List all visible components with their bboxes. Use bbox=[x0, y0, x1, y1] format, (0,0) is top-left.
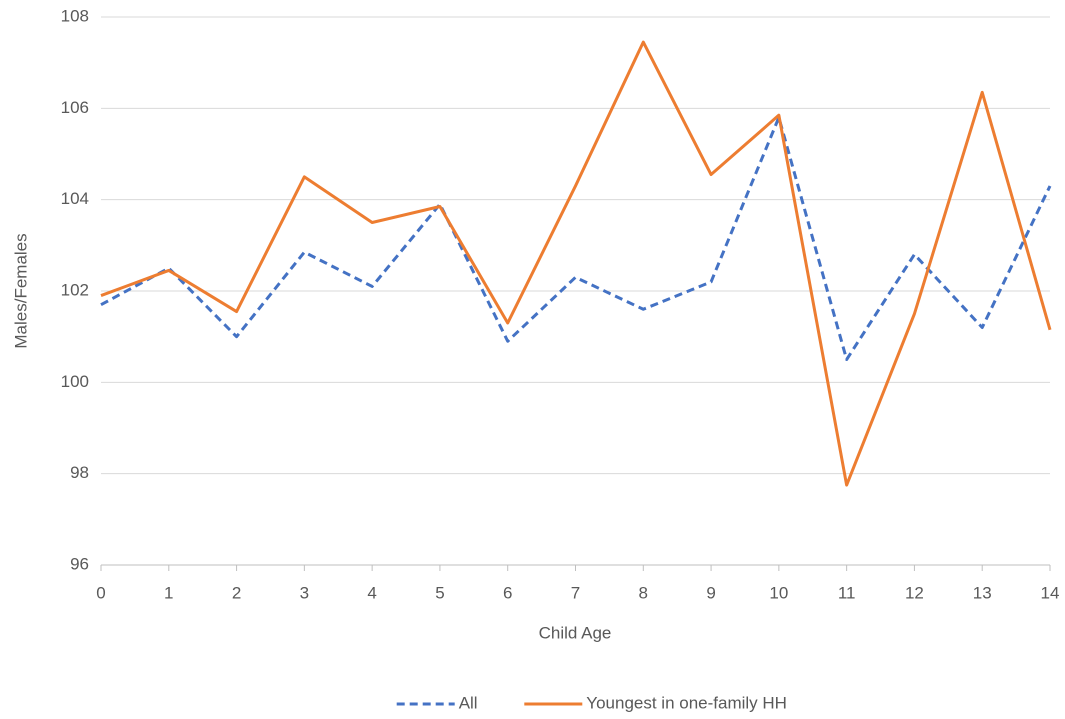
x-tick-label: 6 bbox=[503, 583, 512, 602]
x-tick-label: 9 bbox=[706, 583, 715, 602]
x-tick-label: 12 bbox=[905, 583, 924, 602]
x-tick-label: 2 bbox=[232, 583, 241, 602]
x-axis-label: Child Age bbox=[539, 623, 612, 642]
x-tick-label: 10 bbox=[769, 583, 788, 602]
x-tick-label: 4 bbox=[367, 583, 376, 602]
x-tick-label: 0 bbox=[96, 583, 105, 602]
x-tick-label: 7 bbox=[571, 583, 580, 602]
legend-label: All bbox=[459, 693, 478, 712]
y-tick-label: 106 bbox=[61, 98, 89, 117]
y-tick-label: 96 bbox=[70, 554, 89, 573]
y-axis-label: Males/Females bbox=[11, 233, 30, 348]
y-tick-label: 108 bbox=[61, 6, 89, 25]
x-tick-label: 5 bbox=[435, 583, 444, 602]
legend-label: Youngest in one-family HH bbox=[586, 693, 787, 712]
x-tick-label: 14 bbox=[1041, 583, 1060, 602]
x-tick-label: 11 bbox=[838, 583, 856, 602]
y-tick-label: 98 bbox=[70, 463, 89, 482]
x-tick-label: 3 bbox=[300, 583, 309, 602]
y-tick-label: 104 bbox=[61, 189, 89, 208]
y-tick-label: 100 bbox=[61, 372, 89, 391]
x-tick-label: 8 bbox=[639, 583, 648, 602]
x-tick-label: 1 bbox=[164, 583, 173, 602]
series-line bbox=[100, 115, 1052, 361]
y-tick-label: 102 bbox=[61, 280, 89, 299]
series-line bbox=[100, 40, 1052, 487]
x-tick-label: 13 bbox=[973, 583, 992, 602]
